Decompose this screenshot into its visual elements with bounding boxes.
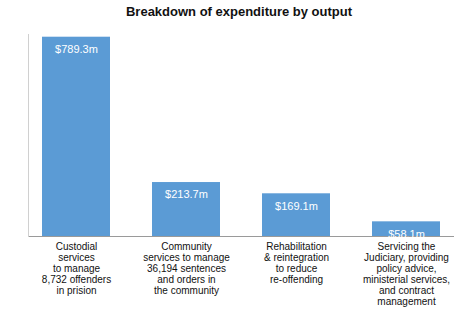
svg-text:Custodialservicesto manage8,73: Custodialservicesto manage8,732 offender… (42, 241, 111, 296)
svg-text:Communityservices to manage36,: Communityservices to manage36,194 senten… (143, 241, 230, 296)
svg-text:$169.1m: $169.1m (275, 200, 318, 212)
html-text:Breakdown of expenditure by ou: Breakdown of expenditure by output (126, 4, 352, 19)
svg-text:Servicing theJudiciary, provid: Servicing theJudiciary, providingpolicy … (363, 241, 450, 307)
svg-text:$789.3m: $789.3m (55, 43, 98, 55)
svg-text:$58.1m: $58.1m (388, 228, 425, 240)
svg-text:Rehabilitation& reintegrationt: Rehabilitation& reintegrationto reducere… (264, 241, 329, 285)
svg-text:$213.7m: $213.7m (165, 188, 208, 200)
